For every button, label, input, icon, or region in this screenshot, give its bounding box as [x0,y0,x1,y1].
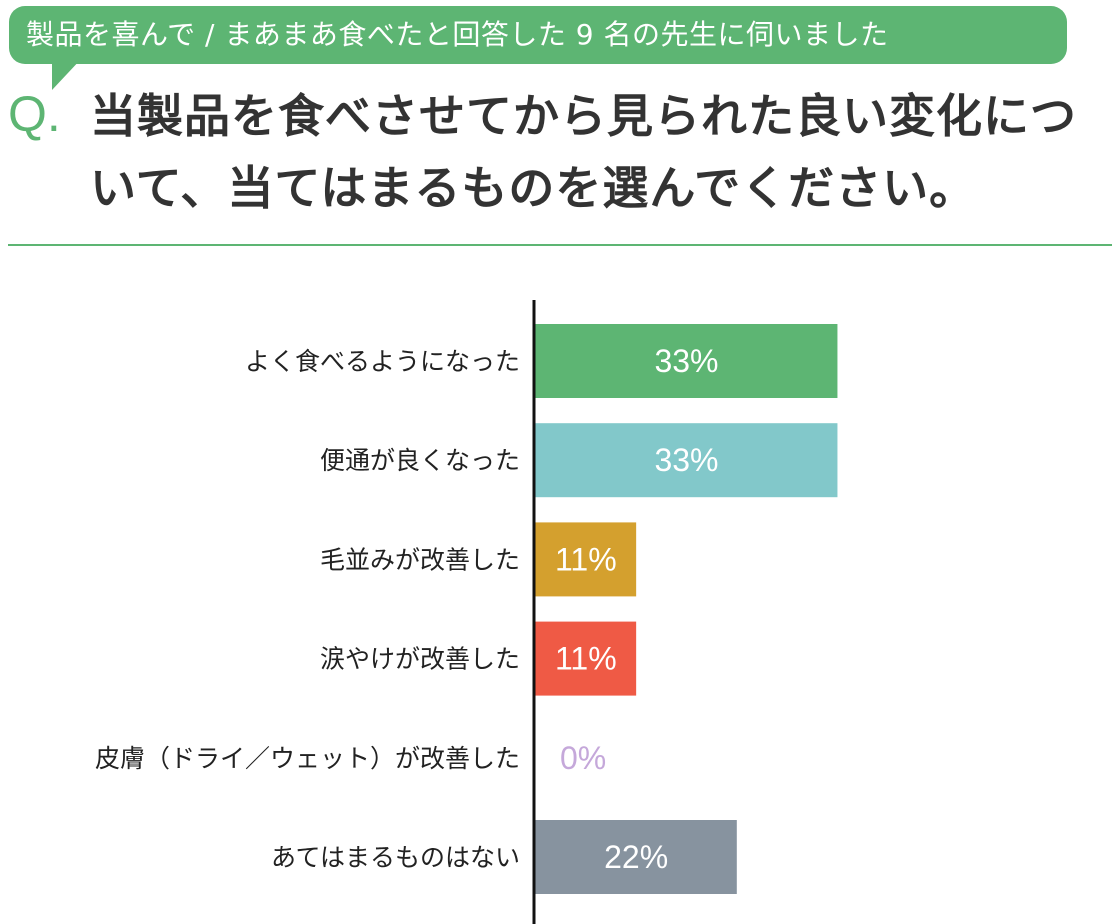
value-label: 11% [555,541,617,577]
value-label: 11% [555,641,617,677]
value-label: 22% [604,839,668,875]
category-label: あてはまるものはない [271,843,520,872]
category-label: 涙やけが改善した [320,645,520,674]
category-label: 毛並みが改善した [320,545,520,574]
badge-text: 製品を喜んで / まあまあ食べたと回答した 9 名の先生に伺いました [26,18,889,51]
respondent-badge: 製品を喜んで / まあまあ食べたと回答した 9 名の先生に伺いました [9,6,1067,64]
bar [535,820,737,894]
question-mark: Q. [8,86,61,142]
value-label: 33% [654,442,718,478]
value-label: 33% [654,343,718,379]
question-text: 当製品を食べさせてから見られた良い変化について、当てはまるものを選んでください。 [90,89,1077,215]
category-label: 皮膚（ドライ／ウェット）が改善した [95,744,520,773]
badge-tail [52,58,82,90]
bar [535,522,637,597]
bar [535,621,637,696]
category-label: 便通が良くなった [320,446,520,475]
category-label: よく食べるようになった [245,347,520,376]
value-label: 0% [560,740,606,776]
divider-line [8,244,1112,246]
bar [535,423,838,498]
bar [535,324,838,398]
